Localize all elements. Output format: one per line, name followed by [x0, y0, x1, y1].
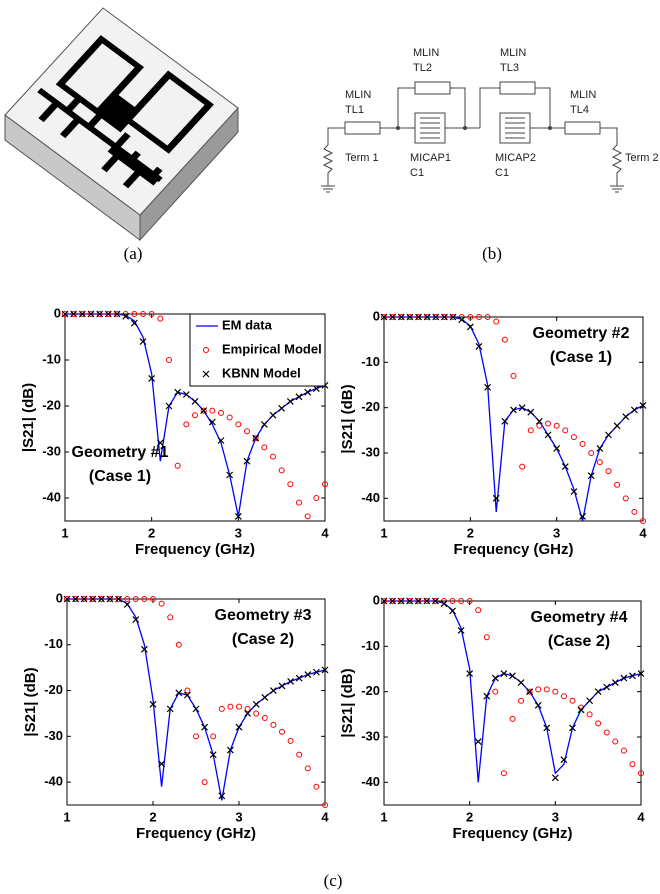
legend-label: Empirical Model — [222, 341, 322, 356]
y-tick-label: -10 — [42, 351, 61, 366]
y-tick-label: -40 — [42, 489, 61, 504]
x-tick-label: 1 — [380, 809, 387, 824]
annotation: Geometry #2 — [533, 325, 630, 342]
x-axis-label: Frequency (GHz) — [135, 541, 255, 558]
y-tick-label: -30 — [361, 444, 380, 459]
annotation: Geometry #1 — [72, 444, 169, 461]
schematic-label: C1 — [495, 167, 509, 179]
annotation: (Case 1) — [550, 349, 612, 366]
annotation: (Case 2) — [232, 631, 294, 648]
schematic-label: TL2 — [413, 62, 432, 74]
y-tick-label: -10 — [361, 354, 380, 369]
x-tick-label: 1 — [63, 809, 70, 824]
y-tick-label: -20 — [42, 397, 61, 412]
y-axis-label: |S21| (dB) — [339, 384, 356, 453]
x-tick-label: 4 — [637, 809, 645, 824]
panel-label: (a) — [124, 244, 143, 263]
schematic-label: TL3 — [500, 62, 519, 74]
legend-label: KBNN Model — [222, 365, 301, 380]
schematic-label: MLIN — [413, 47, 439, 59]
y-tick-label: -40 — [361, 774, 380, 789]
legend-label: EM data — [222, 317, 273, 332]
y-tick-label: -10 — [361, 638, 380, 653]
schematic-label: MLIN — [570, 89, 596, 101]
x-tick-label: 4 — [321, 809, 329, 824]
annotation: (Case 2) — [548, 633, 610, 650]
x-tick-label: 2 — [149, 809, 156, 824]
y-tick-label: -30 — [44, 728, 63, 743]
x-tick-label: 2 — [467, 525, 474, 540]
layout-3d — [5, 8, 238, 240]
y-tick-label: -20 — [44, 682, 63, 697]
x-tick-label: 3 — [552, 809, 559, 824]
y-tick-label: 0 — [373, 592, 380, 607]
y-tick-label: -40 — [361, 490, 380, 505]
y-axis-label: |S21| (dB) — [20, 383, 37, 452]
y-tick-label: 0 — [373, 308, 380, 323]
schematic-label: MICAP2 — [495, 152, 536, 164]
x-tick-label: 1 — [380, 525, 387, 540]
y-axis-label: |S21| (dB) — [22, 667, 39, 736]
schematic-label: TL1 — [345, 104, 364, 116]
plot-area — [384, 601, 641, 805]
y-tick-label: -30 — [361, 728, 380, 743]
y-tick-label: 0 — [54, 305, 61, 320]
y-tick-label: -20 — [361, 683, 380, 698]
x-tick-label: 2 — [148, 525, 155, 540]
x-axis-label: Frequency (GHz) — [453, 541, 573, 558]
panel-label: (c) — [324, 871, 343, 890]
schematic-label: C1 — [410, 167, 424, 179]
page: MLIN TL1 MLIN TL2 MLIN TL3 MLIN TL4 Term… — [0, 0, 660, 894]
schematic-label: Term 1 — [345, 152, 379, 164]
panel-label: (b) — [482, 244, 502, 263]
plot-area — [384, 317, 643, 521]
x-axis-label: Frequency (GHz) — [452, 825, 572, 842]
y-axis-label: |S21| (dB) — [339, 668, 356, 737]
y-tick-label: -30 — [42, 443, 61, 458]
schematic-label: MLIN — [500, 47, 526, 59]
x-tick-label: 2 — [466, 809, 473, 824]
plot-area — [67, 599, 325, 805]
x-tick-label: 4 — [639, 525, 647, 540]
schematic-label: MLIN — [345, 89, 371, 101]
annotation: (Case 1) — [89, 468, 151, 485]
x-tick-label: 4 — [321, 525, 329, 540]
x-tick-label: 3 — [553, 525, 560, 540]
annotation: Geometry #4 — [531, 609, 628, 626]
schematic-label: Term 2 — [625, 152, 659, 164]
x-tick-label: 3 — [235, 809, 242, 824]
figure: MLIN TL1 MLIN TL2 MLIN TL3 MLIN TL4 Term… — [0, 0, 660, 894]
annotation: Geometry #3 — [215, 607, 312, 624]
x-tick-label: 3 — [235, 525, 242, 540]
x-tick-label: 1 — [61, 525, 68, 540]
y-tick-label: -20 — [361, 399, 380, 414]
x-axis-label: Frequency (GHz) — [136, 825, 256, 842]
y-tick-label: -40 — [44, 774, 63, 789]
schematic-label: TL4 — [570, 104, 589, 116]
schematic-label: MICAP1 — [410, 152, 451, 164]
y-tick-label: -10 — [44, 636, 63, 651]
y-tick-label: 0 — [56, 590, 63, 605]
